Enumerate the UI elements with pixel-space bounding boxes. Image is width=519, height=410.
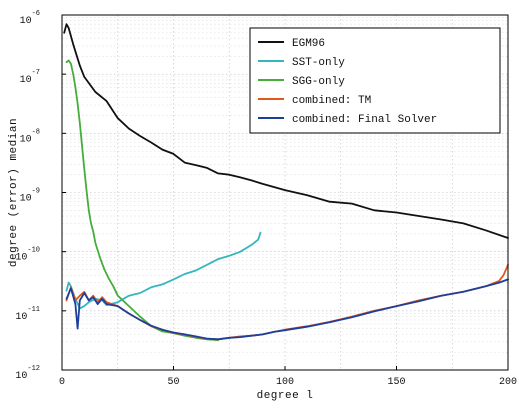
series-line-combined-final-solver <box>65 278 509 341</box>
y-tick-label: 10-6 <box>20 10 40 27</box>
y-axis-label: degree (error) median <box>8 118 20 267</box>
legend: EGM96 SST-only SGG-only combined: TM combine… <box>249 27 501 134</box>
x-axis-label: degree l <box>257 390 314 402</box>
y-tick-label: 10-10 <box>15 247 40 264</box>
y-tick-label: 10-8 <box>20 128 40 145</box>
x-tick-label: 100 <box>276 377 294 388</box>
legend-label-combined-tm: combined: TM <box>292 95 371 107</box>
axis-ticks: 0 50 100 150 200 10-12 10-11 10-10 10-9 10-8 10-7 1… <box>15 10 517 388</box>
series-group <box>63 23 509 341</box>
y-tick-label: 10-12 <box>15 365 40 382</box>
x-tick-label: 200 <box>499 377 517 388</box>
series-line-egm96 <box>63 23 509 239</box>
y-tick-label: 10-9 <box>20 188 40 205</box>
legend-label-combined-final-solver: combined: Final Solver <box>292 114 437 126</box>
legend-label-sgg-only: SGG-only <box>292 76 345 88</box>
x-tick-label: 150 <box>387 377 405 388</box>
legend-box <box>249 27 501 134</box>
legend-label-sst-only: SST-only <box>292 57 345 69</box>
x-tick-label: 50 <box>167 377 179 388</box>
y-tick-label: 10-7 <box>20 69 40 86</box>
x-tick-label: 0 <box>59 377 65 388</box>
legend-label-egm96: EGM96 <box>292 38 325 50</box>
y-tick-label: 10-11 <box>15 306 40 323</box>
